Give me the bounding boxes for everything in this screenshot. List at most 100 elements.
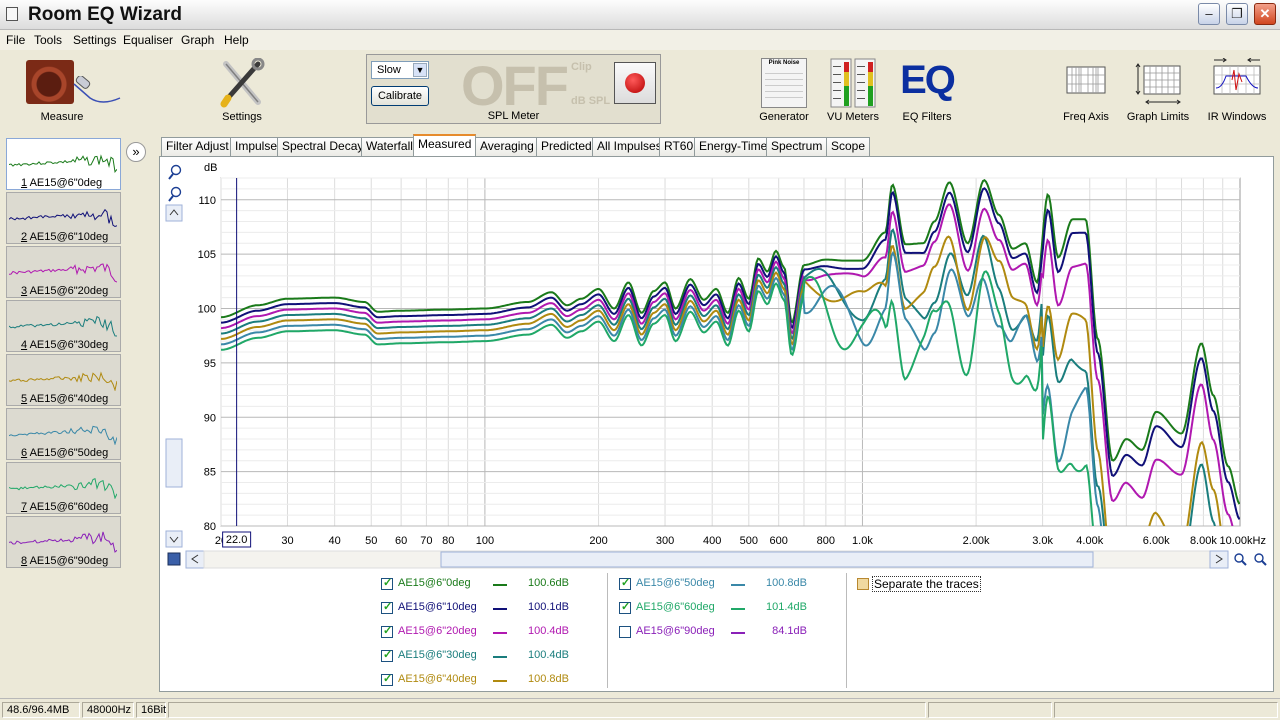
trace-visibility-checkbox[interactable] [381, 648, 393, 662]
legend-divider [846, 573, 847, 688]
vertical-scroll-thumb[interactable] [165, 438, 183, 488]
trace-visibility-checkbox[interactable] [381, 576, 393, 590]
expand-list-button[interactable]: » [126, 142, 146, 162]
legend-trace-name: AE15@6"30deg [398, 649, 477, 661]
legend-trace-name: AE15@6"20deg [398, 625, 477, 637]
measurement-item[interactable]: 2 AE15@6"10deg [6, 192, 121, 244]
legend-row: AE15@6"10deg 100.1dB [381, 600, 581, 617]
microphone-icon [73, 76, 121, 103]
legend-trace-level: 100.6dB [528, 577, 569, 589]
ir-windows-button[interactable]: IR Windows [1206, 50, 1268, 130]
trace-visibility-checkbox[interactable] [381, 672, 393, 686]
menu-graph[interactable]: Graph [181, 33, 215, 47]
spl-speed-select[interactable]: Slow ▼ [371, 61, 429, 79]
measurement-name: 8 AE15@6"90deg [21, 555, 109, 567]
measurement-item[interactable]: 6 AE15@6"50deg [6, 408, 121, 460]
maximize-button[interactable]: ❐ [1226, 3, 1248, 25]
tab-spectrum[interactable]: Spectrum [766, 137, 828, 156]
menu-file[interactable]: File [6, 33, 26, 47]
scroll-up-button[interactable] [165, 204, 183, 222]
zoom-in-icon[interactable] [168, 164, 182, 180]
legend-trace-level: 100.8dB [528, 673, 569, 685]
cursor-readout: 22.0 [226, 534, 247, 546]
scroll-left-button[interactable] [185, 550, 205, 569]
tools-icon [220, 58, 265, 108]
separate-traces-toggle[interactable]: Separate the traces [857, 576, 981, 592]
horizontal-scroll-thumb[interactable] [440, 551, 1094, 568]
measurement-name: 1 AE15@6"0deg [21, 177, 103, 189]
x-tick-label: 600 [770, 535, 788, 547]
ir-windows-label: IR Windows [1207, 111, 1267, 123]
settings-button[interactable]: Settings [210, 50, 274, 130]
measurement-item[interactable]: 5 AE15@6"40deg [6, 354, 121, 406]
thumbnail-trace [9, 478, 117, 499]
menu-help[interactable]: Help [224, 33, 249, 47]
tab-averaging[interactable]: Averaging [475, 137, 539, 156]
trace-visibility-checkbox[interactable] [381, 600, 393, 614]
legend-trace-name: AE15@6"50deg [636, 577, 715, 589]
legend-panel: Separate the traces AE15@6"0deg100.6dBAE… [160, 573, 1273, 693]
legend-trace-level: 101.4dB [766, 601, 807, 613]
y-tick-label: 105 [198, 249, 216, 261]
tab-impulse[interactable]: Impulse [230, 137, 283, 156]
measurement-index: 2 [21, 231, 28, 243]
scroll-right-button[interactable] [1209, 550, 1229, 569]
legend-trace-level: 100.8dB [766, 577, 807, 589]
zoom-x-in-icon[interactable] [1234, 553, 1247, 566]
zoom-out-icon[interactable] [168, 186, 182, 202]
vu-meters-button[interactable]: VU Meters [826, 50, 880, 130]
tab-spectral-decay[interactable]: Spectral Decay [277, 137, 369, 156]
app-icon [6, 7, 18, 21]
trace-2 [221, 187, 1240, 520]
minimize-button[interactable]: – [1198, 3, 1220, 25]
tab-predicted[interactable]: Predicted [536, 137, 597, 156]
eq-filters-button[interactable]: EQ EQ Filters [896, 50, 958, 130]
zoom-x-out-icon[interactable] [1254, 553, 1267, 566]
measurement-item[interactable]: 4 AE15@6"30deg [6, 300, 121, 352]
generator-button[interactable]: Pink Noise Generator [756, 50, 812, 130]
measurement-index: 5 [21, 393, 28, 405]
scroll-down-button[interactable] [165, 530, 183, 548]
legend-row: AE15@6"90deg 84.1dB [619, 625, 819, 641]
trace-visibility-checkbox[interactable] [619, 626, 631, 638]
tab-measured[interactable]: Measured [413, 134, 477, 156]
measurement-item[interactable]: 1 AE15@6"0deg [6, 138, 121, 190]
measurement-item[interactable]: 8 AE15@6"90deg [6, 516, 121, 568]
tab-scope[interactable]: Scope [826, 137, 871, 156]
bit-depth: 16Bit [136, 702, 166, 718]
trace-visibility-checkbox[interactable] [619, 576, 631, 590]
measure-label: Measure [40, 111, 84, 123]
legend-trace-level: 100.1dB [528, 601, 569, 613]
close-button[interactable]: ✕ [1254, 3, 1276, 25]
graph-limits-label: Graph Limits [1126, 111, 1190, 123]
generator-label: Generator [759, 111, 809, 123]
save-icon[interactable] [167, 552, 181, 566]
record-button[interactable] [614, 62, 656, 104]
chevron-down-icon: ▼ [413, 63, 427, 77]
menu-equaliser[interactable]: Equaliser [123, 33, 174, 47]
trace-4 [221, 228, 1216, 526]
measurement-item[interactable]: 7 AE15@6"60deg [6, 462, 121, 514]
tab-rt60[interactable]: RT60 [659, 137, 699, 156]
freq-axis-button[interactable]: Freq Axis [1058, 50, 1114, 130]
thumbnail-trace [9, 371, 117, 391]
menu-tools[interactable]: Tools [34, 33, 63, 47]
tab-energy-time[interactable]: Energy-Time [694, 137, 773, 156]
measurement-item[interactable]: 3 AE15@6"20deg [6, 246, 121, 298]
menu-settings[interactable]: Settings [73, 33, 117, 47]
calibrate-button[interactable]: Calibrate [371, 86, 429, 106]
trace-7 [221, 270, 1094, 526]
graph-limits-button[interactable]: Graph Limits [1124, 50, 1192, 130]
legend-row: AE15@6"60deg 101.4dB [619, 600, 819, 617]
x-tick-label: 8.00k [1190, 535, 1217, 547]
trace-visibility-checkbox[interactable] [619, 600, 631, 614]
tab-all-impulses[interactable]: All Impulses [592, 137, 667, 156]
x-tick-label: 2.00k [963, 535, 990, 547]
measure-button[interactable]: Measure [10, 50, 121, 130]
measurement-thumbnail [9, 531, 117, 553]
tab-filter-adjust[interactable]: Filter Adjust [161, 137, 234, 156]
trace-visibility-checkbox[interactable] [381, 624, 393, 638]
tab-waterfall[interactable]: Waterfall [361, 137, 418, 156]
x-tick-label: 6.00k [1143, 535, 1170, 547]
